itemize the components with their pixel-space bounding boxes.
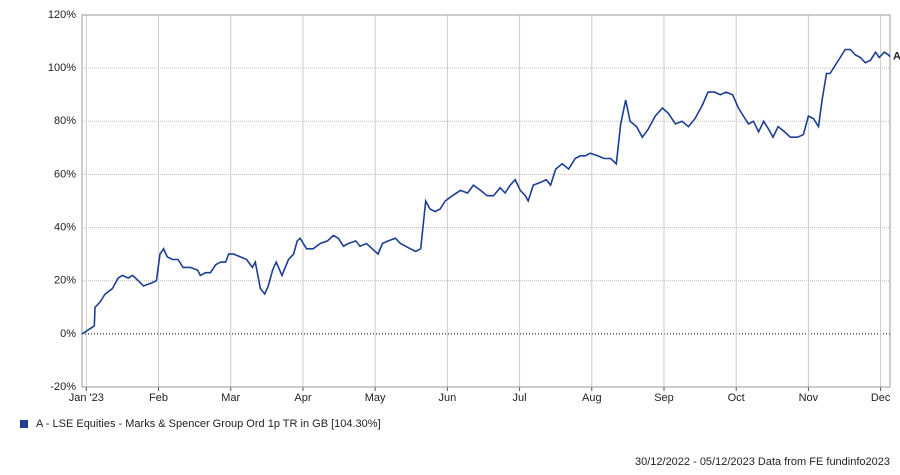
x-tick-label: Jun bbox=[438, 392, 456, 404]
plot-frame bbox=[81, 14, 891, 388]
series-line bbox=[81, 48, 891, 335]
y-tick-label: 100% bbox=[48, 62, 76, 74]
end-label: A bbox=[893, 51, 900, 63]
footer: 30/12/2022 - 05/12/2023 Data from FE fun… bbox=[635, 456, 890, 468]
x-tick-label: Aug bbox=[582, 392, 602, 404]
legend-swatch bbox=[20, 420, 28, 428]
y-tick-label: -20% bbox=[50, 381, 76, 393]
y-tick-label: 40% bbox=[54, 221, 76, 233]
x-tick-label: Feb bbox=[149, 392, 168, 404]
y-tick-label: 20% bbox=[54, 275, 76, 287]
legend-label: A - LSE Equities - Marks & Spencer Group… bbox=[36, 418, 381, 430]
x-tick-label: Jul bbox=[513, 392, 527, 404]
x-tick-label: May bbox=[365, 392, 386, 404]
x-tick-label: Mar bbox=[221, 392, 240, 404]
x-tick-label: Jan '23 bbox=[69, 392, 104, 404]
x-tick-label: Apr bbox=[294, 392, 311, 404]
x-tick-label: Dec bbox=[871, 392, 891, 404]
y-tick-label: 0% bbox=[60, 328, 76, 340]
x-tick-label: Nov bbox=[799, 392, 819, 404]
x-tick-label: Sep bbox=[654, 392, 674, 404]
y-tick-label: 80% bbox=[54, 115, 76, 127]
y-tick-label: 120% bbox=[48, 9, 76, 21]
x-tick-label: Oct bbox=[728, 392, 745, 404]
y-tick-label: 60% bbox=[54, 168, 76, 180]
